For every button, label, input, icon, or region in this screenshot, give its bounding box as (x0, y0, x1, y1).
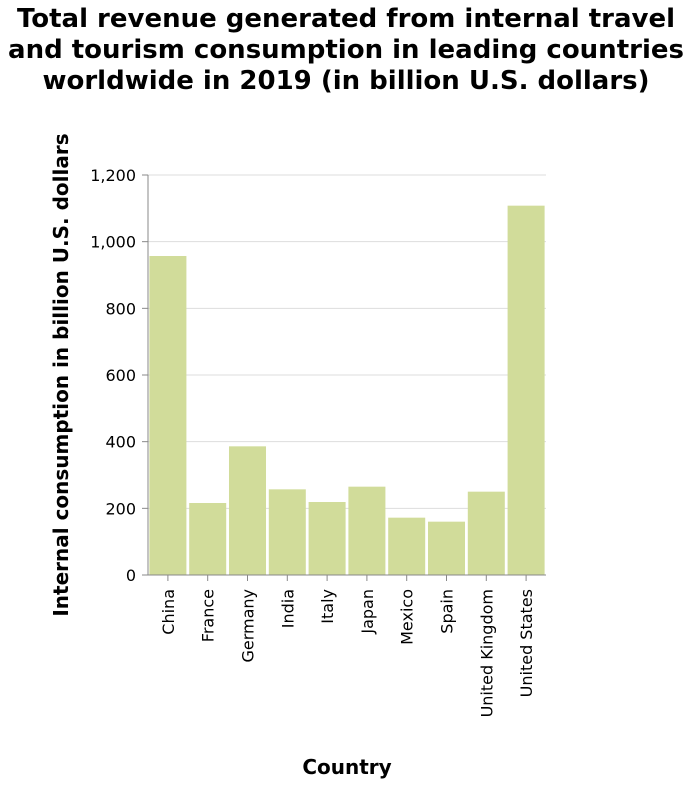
bar-spain (427, 521, 466, 575)
bar-japan (348, 486, 386, 575)
x-tick-label: Italy (318, 589, 337, 624)
chart-title: Total revenue generated from internal tr… (0, 4, 692, 97)
bars (149, 205, 545, 575)
axes (142, 174, 546, 581)
y-tick-label: 0 (126, 566, 136, 585)
x-tick-label: Mexico (398, 589, 417, 645)
bar-united-states (507, 205, 545, 575)
x-tick-label: China (159, 589, 178, 635)
bar-mexico (388, 517, 426, 575)
tick-labels: 0 200 400 600 800 1,000 1,200 China France German… (90, 166, 536, 717)
x-tick-label: United Kingdom (477, 589, 496, 717)
y-tick-label: 200 (105, 499, 136, 518)
chart-title-line-2: and tourism consumption in leading count… (8, 35, 684, 65)
x-tick-label: France (199, 589, 218, 642)
gridlines (148, 174, 546, 509)
y-axis-title: Internal consumption in billion U.S. dol… (49, 133, 73, 616)
bar-china (149, 256, 187, 575)
x-tick-label: United States (517, 589, 536, 697)
y-tick-label: 1,000 (90, 233, 136, 252)
x-axis-title: Country (302, 755, 391, 779)
y-tick-label: 400 (105, 433, 136, 452)
x-tick-label: Spain (438, 589, 457, 634)
bar-france (189, 503, 227, 575)
x-tick-label: Japan (358, 589, 377, 635)
x-tick-label: Germany (239, 589, 258, 663)
bar-italy (308, 502, 346, 575)
chart-title-line-1: Total revenue generated from internal tr… (16, 4, 676, 34)
bar-germany (228, 446, 267, 575)
y-tick-label: 1,200 (90, 166, 136, 185)
chart-title-line-3: worldwide in 2019 (in billion U.S. dolla… (42, 66, 650, 96)
x-tick-label: India (278, 589, 297, 628)
y-tick-label: 800 (105, 299, 136, 318)
bar-india (268, 489, 306, 575)
bar-united-kingdom (467, 491, 505, 575)
y-tick-label: 600 (105, 366, 136, 385)
